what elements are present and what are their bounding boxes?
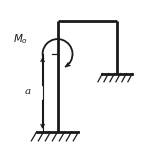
Text: $M_o$: $M_o$: [13, 32, 28, 46]
Text: a: a: [25, 87, 31, 96]
